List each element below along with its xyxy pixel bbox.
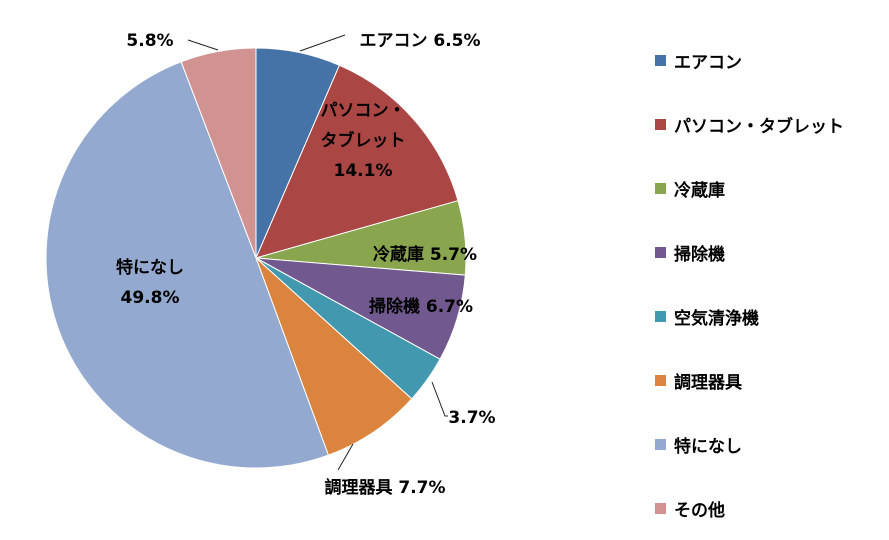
leader-line [431,381,448,417]
legend-swatch [655,54,666,66]
legend-item: 特になし [655,412,844,476]
pie-slice [255,64,459,259]
slice-data-label: エアコン 6.5% [359,31,480,51]
slice-data-label: 3.7% [448,408,495,428]
slice-data-label: 調理器具 7.7% [324,477,445,498]
legend-label: エアコン [674,52,742,73]
legend-item: エアコン [655,28,844,92]
legend: エアコンパソコン・タブレット 冷蔵庫掃除機空気清浄機調理器具特になしその他 [655,28,844,540]
legend-swatch [655,502,666,514]
legend-label: 冷蔵庫 [674,180,725,201]
legend-item: 調理器具 [655,348,844,412]
legend-swatch [655,182,666,194]
pie-slice [255,257,413,456]
slice-data-label: パソコン・タブレット 14.1% [321,101,406,181]
slice-data-label-line: 特になし [116,257,184,278]
legend-item: 掃除機 [655,220,844,284]
legend-swatch [655,118,666,130]
slice-data-label-line: 49.8% [121,288,180,308]
slice-data-label: 5.8% [126,31,173,51]
slice-data-label-line: 5.8% [126,31,173,51]
legend-swatch [655,310,666,322]
leader-line [187,39,219,51]
legend-label: パソコン・タブレット [674,116,844,137]
legend-swatch [655,374,666,386]
slice-data-label-line: 冷蔵庫 5.7% [373,244,477,265]
legend-label: 特になし [674,436,742,457]
slice-data-label: 特になし 49.8% [116,257,184,308]
pie-slice [45,61,330,469]
slice-data-label-line: タブレット [321,130,406,151]
legend-item: 空気清浄機 [655,284,844,348]
slice-data-label-line: 調理器具 7.7% [324,477,445,498]
legend-label: 掃除機 [674,244,725,265]
slice-data-label: 冷蔵庫 5.7% [373,244,477,265]
slice-data-label-line: パソコン・ [321,101,406,121]
legend-item: パソコン・タブレット [655,92,844,156]
legend-item: その他 [655,476,844,540]
slice-data-label-line: 14.1% [334,161,393,181]
legend-label: その他 [674,500,725,521]
slice-data-label: 掃除機 6.7% [369,296,473,317]
slice-data-label-line: エアコン 6.5% [359,31,480,51]
slice-data-label-line: 掃除機 6.7% [369,296,473,317]
legend-swatch [655,246,666,258]
pie-chart: エアコン 6.5% パソコン・タブレット 14.1% 冷蔵庫 5.7% 掃除機 6.7%… [45,31,844,521]
leader-line [337,443,354,471]
legend-label: 空気清浄機 [674,308,759,329]
pie-plot-area: エアコン 6.5% パソコン・タブレット 14.1% 冷蔵庫 5.7% 掃除機 6.7%… [45,31,496,498]
slice-data-label-line: 3.7% [448,408,495,428]
pie-slice [180,47,257,259]
legend-item: 冷蔵庫 [655,156,844,220]
leader-line [299,34,346,52]
legend-swatch [655,438,666,450]
legend-label: 調理器具 [674,372,742,393]
